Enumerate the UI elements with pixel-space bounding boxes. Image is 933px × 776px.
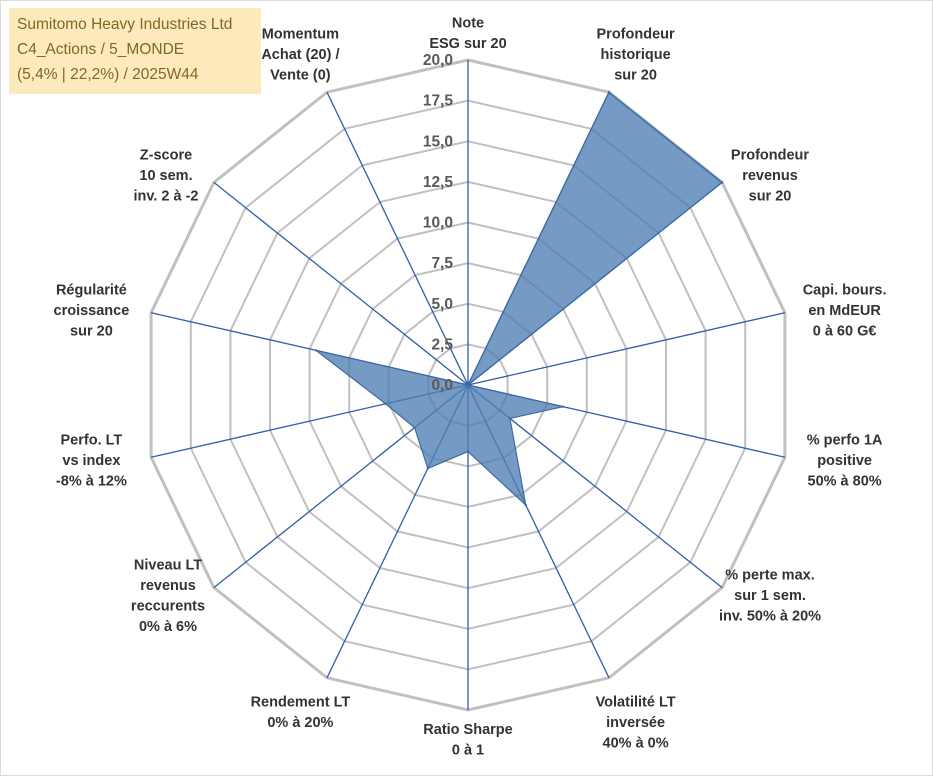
title-category: C4_Actions / 5_MONDE: [17, 41, 185, 58]
axis-label-line: 40% à 0%: [603, 736, 669, 752]
series-point: [607, 91, 611, 94]
tick-label: 0,0: [431, 377, 453, 394]
axis-spoke: [213, 181, 469, 386]
axis-label-line: vs index: [62, 453, 120, 469]
axis-label: Perfo. LT vs index -8% à 12%: [56, 433, 127, 490]
series-point: [524, 503, 527, 507]
axis-label: % perte max. sur 1 sem. inv. 50% à 20%: [719, 568, 821, 625]
series-polygon: [315, 91, 723, 506]
series-point: [384, 402, 387, 405]
tick-label: 12,5: [423, 174, 454, 191]
axis-label: Capi. bours. en MdEUR 0 à 60 G€: [803, 283, 887, 340]
series-point: [466, 383, 470, 387]
tick-label: 10,0: [423, 215, 453, 232]
axis-label: % perfo 1A positive 50% à 80%: [807, 433, 883, 490]
axis-label-line: Perfo. LT: [61, 433, 123, 449]
axis-label-line: Momentum: [262, 26, 339, 42]
axis-label-line: % perte max.: [725, 568, 814, 584]
axis-label-line: 10 sem.: [139, 168, 192, 184]
tick-label: 20,0: [423, 52, 453, 69]
axis-label-line: en MdEUR: [808, 303, 881, 319]
axis-label-line: croissance: [54, 303, 130, 319]
axis-spoke: [326, 91, 469, 386]
series-area: [314, 91, 724, 507]
series-point: [508, 417, 512, 420]
axis-label-line: 0% à 20%: [267, 715, 333, 731]
axis-label-line: 0 à 60 G€: [813, 324, 877, 340]
axis-label: Profondeur revenus sur 20: [731, 147, 809, 204]
axis-label-line: inversée: [606, 715, 665, 731]
axis-label-line: 50% à 80%: [808, 474, 882, 490]
axis-label: Volatilité LT inversée 40% à 0%: [596, 695, 676, 752]
axis-label: Régularité croissance sur 20: [54, 283, 130, 340]
tick-label: 17,5: [423, 93, 454, 110]
axis-label-line: Capi. bours.: [803, 283, 887, 299]
series-point: [561, 405, 565, 408]
axis-label: Rendement LT 0% à 20%: [251, 695, 351, 732]
radial-tick-labels: 0,0 2,5 5,0 7,5 10,0 12,5 15,0 17,5 20,0: [423, 52, 454, 394]
axis-label-line: sur 20: [749, 188, 792, 204]
axis-label-line: -8% à 12%: [56, 474, 127, 490]
axis-label-line: Profondeur: [731, 147, 809, 163]
axis-label-line: Ratio Sharpe: [423, 722, 512, 738]
series-point: [413, 426, 416, 429]
axis-label: Momentum Achat (20) / Vente (0): [261, 26, 339, 83]
axis-label-line: 0 à 1: [452, 743, 484, 759]
axis-label-line: Achat (20) /: [261, 47, 339, 63]
axis-label-line: Z-score: [140, 147, 192, 163]
axis-label-line: historique: [601, 47, 671, 63]
axis-label-line: revenus: [140, 578, 196, 594]
axis-label-line: reccurents: [131, 598, 205, 614]
series-point: [314, 349, 318, 352]
axis-label-line: Profondeur: [597, 26, 675, 42]
axis-label: Niveau LT revenus reccurents 0% à 6%: [131, 557, 205, 635]
title-period: (5,4% | 22,2%) / 2025W44: [17, 66, 199, 83]
axis-label: Note ESG sur 20: [429, 16, 506, 53]
title-company: Sumitomo Heavy Industries Ltd: [17, 16, 233, 33]
axis-label-line: 0% à 6%: [139, 619, 197, 635]
tick-label: 7,5: [431, 255, 453, 272]
axis-label-line: Rendement LT: [251, 695, 351, 711]
axis-label-line: sur 20: [70, 324, 113, 340]
tick-label: 5,0: [431, 296, 453, 313]
series-point: [720, 181, 724, 184]
tick-label: 15,0: [423, 133, 453, 150]
axis-label-line: Volatilité LT: [596, 695, 676, 711]
axis-label: Ratio Sharpe 0 à 1: [423, 722, 512, 759]
series-point: [426, 467, 429, 470]
axis-labels: Note ESG sur 20 Profondeur historique sur 20…: [54, 16, 887, 759]
axis-label-line: sur 20: [614, 67, 657, 83]
axis-label-line: positive: [817, 453, 872, 469]
axis-label-line: inv. 50% à 20%: [719, 609, 821, 625]
axis-label-line: Régularité: [56, 283, 127, 299]
axis-label: Profondeur historique sur 20: [597, 26, 675, 83]
axis-label-line: Niveau LT: [134, 557, 202, 573]
series-point: [466, 450, 470, 453]
axis-label-line: Vente (0): [270, 67, 331, 83]
axis-label-line: inv. 2 à -2: [133, 188, 198, 204]
axis-label-line: sur 1 sem.: [734, 588, 806, 604]
axis-label-line: % perfo 1A: [807, 433, 883, 449]
axis-label-line: Note: [452, 16, 484, 32]
axis-spoke: [467, 312, 786, 386]
axis-label: Z-score 10 sem. inv. 2 à -2: [133, 147, 198, 204]
axis-label-line: revenus: [742, 168, 798, 184]
chart-title-box: Sumitomo Heavy Industries Ltd C4_Actions…: [9, 8, 261, 94]
tick-label: 2,5: [431, 336, 453, 353]
axis-label-line: ESG sur 20: [429, 36, 506, 52]
